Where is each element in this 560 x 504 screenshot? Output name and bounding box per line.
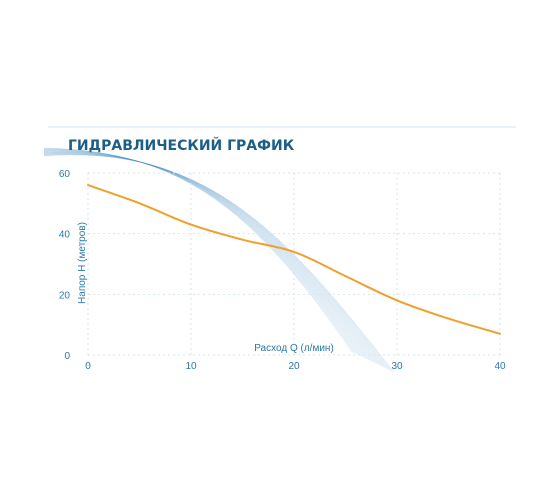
series-line: [87, 184, 501, 335]
x-tick-label: 20: [288, 361, 300, 372]
y-axis-label: Напор H (метров): [77, 222, 88, 304]
decor-wave-line: [43, 148, 356, 354]
x-tick-label: 10: [185, 361, 197, 372]
decor-wave-line: [43, 153, 385, 368]
y-tick-labels: 0 20 40 60: [59, 169, 71, 362]
decor-wave-line: [43, 150, 366, 359]
x-tick-labels: 0 10 20 30 40: [85, 361, 506, 372]
decor-wave-line: [43, 153, 390, 370]
decor-wave-line: [43, 148, 359, 356]
decor-wave-line: [43, 151, 371, 361]
decor-wave-line: [43, 153, 386, 369]
decor-wave-line: [43, 152, 378, 365]
decorative-wave-pattern: [43, 147, 395, 373]
decor-wave-line: [43, 148, 358, 355]
decor-wave-line: [43, 150, 370, 361]
decor-wave-line: [43, 149, 365, 358]
decor-wave-line: [43, 154, 395, 373]
chart-title: ГИДРАВЛИЧЕСКИЙ ГРАФИК: [68, 137, 295, 154]
y-tick-label: 20: [59, 290, 71, 301]
y-tick-label: 60: [59, 169, 71, 180]
x-axis-label: Расход Q (л/мин): [254, 343, 334, 354]
decor-wave-line: [43, 149, 363, 357]
decor-wave-line: [43, 151, 375, 363]
decor-wave-line: [43, 150, 368, 360]
x-tick-label: 30: [391, 361, 403, 372]
decor-wave-line: [43, 151, 376, 364]
decor-wave-line: [43, 152, 383, 367]
series-group: [87, 184, 501, 335]
x-tick-label: 40: [494, 361, 506, 372]
decor-wave-line: [43, 154, 391, 371]
decor-wave-line: [43, 148, 354, 353]
y-tick-label: 40: [59, 230, 71, 241]
decor-wave-line: [43, 152, 380, 365]
grid-lines: [87, 172, 501, 356]
decor-wave-line: [43, 152, 381, 366]
y-tick-label: 0: [64, 351, 70, 362]
decor-wave-line: [43, 149, 361, 357]
decor-wave-line: [43, 151, 373, 362]
decor-wave-line: [43, 154, 393, 372]
decor-wave-line: [43, 147, 353, 353]
decor-wave-line: [43, 153, 388, 369]
x-tick-label: 0: [85, 361, 91, 372]
